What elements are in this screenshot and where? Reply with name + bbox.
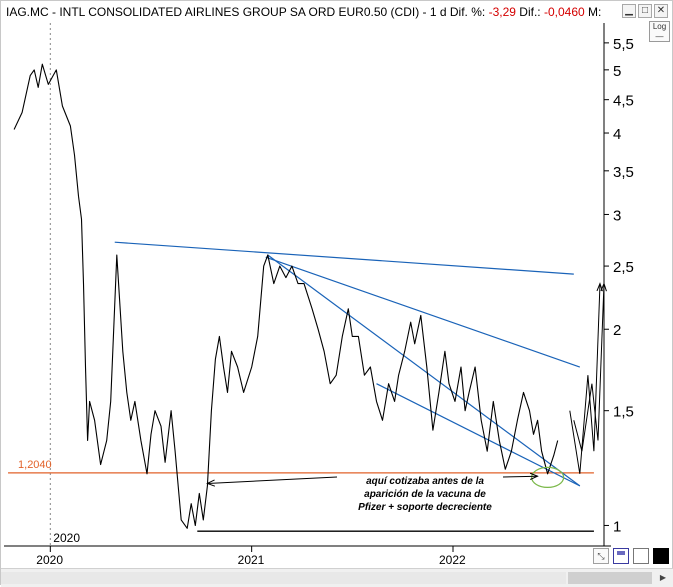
trendline-upper-resistance	[114, 241, 574, 275]
scenario-arrow-path	[569, 283, 601, 474]
log-sub-icon: ―	[655, 32, 664, 41]
annotation-arrow-right-head	[529, 472, 539, 480]
scroll-thumb[interactable]	[568, 572, 652, 584]
annotation-text-line: aquí cotizaba antes de la	[366, 476, 484, 487]
chart-title: IAG.MC - INTL CONSOLIDATED AIRLINES GROU…	[6, 5, 602, 21]
minimize-icon[interactable]: ▁	[622, 4, 636, 18]
log-label: Log	[652, 22, 667, 31]
scenario-arrow-head	[600, 282, 607, 292]
x-tick-label: 2021	[238, 553, 265, 567]
maximize-icon[interactable]: □	[638, 4, 652, 18]
support-label: 1,2040	[18, 459, 52, 471]
y-tick-label: 3,5	[613, 164, 634, 181]
y-tick-label: 4	[613, 126, 621, 143]
annotation-arrow-left	[207, 476, 338, 484]
save-icon[interactable]	[613, 548, 629, 564]
year-marker-label: 2020	[53, 531, 80, 545]
y-tick-label: 4,5	[613, 93, 634, 110]
dif-value: -0,0460	[543, 5, 585, 19]
zoom-out-icon[interactable]: ⤡	[593, 548, 609, 564]
dif-pct-label: Dif. %:	[449, 5, 486, 19]
horizontal-scrollbar[interactable]: ▶	[1, 568, 673, 587]
log-scale-button[interactable]: Log ―	[649, 21, 670, 42]
y-tick-label: 1	[613, 518, 621, 535]
dif-pct-value: -3,29	[488, 5, 516, 19]
scenario-arrow-path	[573, 283, 605, 452]
dif-label: Dif.:	[519, 5, 541, 19]
scroll-right-arrow-icon[interactable]: ▶	[659, 573, 667, 582]
title-trailing: M:	[588, 5, 602, 19]
y-tick-label: 1,5	[613, 404, 634, 421]
white-background-button[interactable]	[633, 548, 649, 564]
close-icon[interactable]: ✕	[654, 4, 668, 18]
y-tick-label: 5	[613, 63, 621, 80]
annotation-text-line: Pfizer + soporte decreciente	[358, 502, 492, 513]
black-background-button[interactable]	[653, 548, 669, 564]
x-tick-label: 2020	[36, 553, 63, 567]
y-tick-label: 5,5	[613, 36, 634, 53]
chart-tool-buttons: ⤡	[593, 548, 669, 564]
window-buttons: ▁ □ ✕	[622, 4, 668, 18]
highlight-ellipse	[531, 466, 565, 489]
x-tick-label: 2022	[439, 553, 466, 567]
y-tick-label: 2,5	[613, 259, 634, 276]
annotation-text-line: aparición de la vacuna de	[364, 489, 486, 500]
price-series-line	[13, 63, 559, 529]
y-tick-label: 3	[613, 207, 621, 224]
scroll-track[interactable]	[1, 572, 566, 584]
trendline-channel-bottom-low	[376, 383, 581, 487]
title-symbol: IAG.MC - INTL CONSOLIDATED AIRLINES GROU…	[6, 5, 447, 19]
trendline-channel-bottom	[267, 254, 581, 487]
annotation-arrow-left-head	[206, 479, 216, 487]
trendline-channel-top	[265, 256, 581, 368]
annotation-arrow-right	[502, 475, 538, 478]
y-tick-label: 2	[613, 322, 621, 339]
